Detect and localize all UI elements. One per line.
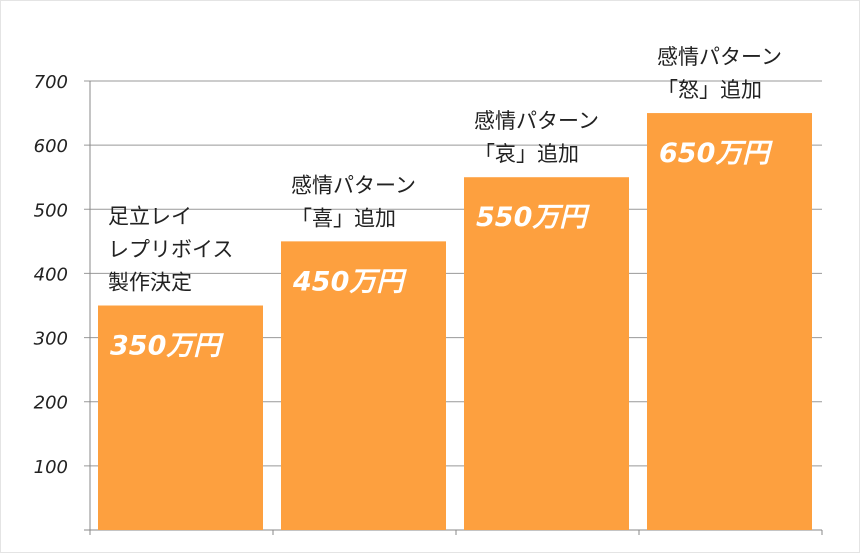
category-label: レプリボイス	[108, 238, 233, 262]
y-tick-label: 200	[34, 393, 68, 414]
data-label: 550万円	[476, 202, 590, 233]
data-label: 650万円	[659, 138, 773, 169]
bar	[98, 305, 263, 530]
y-tick-label: 600	[34, 136, 68, 157]
y-tick-label: 500	[34, 200, 68, 221]
y-tick-label: 400	[34, 264, 68, 285]
bar	[281, 241, 446, 530]
category-label: 「哀」追加	[474, 142, 579, 166]
category-label: 「怒」追加	[657, 78, 762, 102]
category-label: 製作決定	[108, 271, 192, 295]
data-label: 350万円	[110, 331, 224, 362]
category-label: 足立レイ	[108, 205, 192, 229]
y-tick-label: 100	[34, 457, 68, 478]
bar	[647, 113, 812, 531]
category-label: 感情パターン	[474, 109, 599, 133]
category-label: 感情パターン	[657, 45, 782, 69]
y-tick-label: 700	[34, 72, 68, 93]
category-label: 「喜」追加	[291, 206, 396, 230]
category-label: 感情パターン	[291, 173, 416, 197]
bar	[464, 177, 629, 530]
data-label: 450万円	[292, 266, 407, 297]
y-tick-label: 300	[34, 329, 68, 350]
